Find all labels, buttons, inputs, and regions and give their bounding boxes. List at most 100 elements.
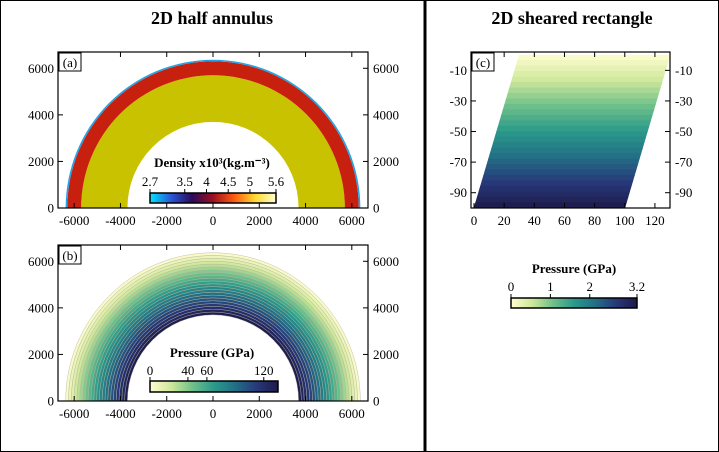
panel-b-pressure: -6000 -4000 -2000 0 2000 4000 6000 0 0 2000 2000 40… <box>28 244 399 421</box>
left-title: 2D half annulus <box>151 8 273 28</box>
pressure-band <box>513 65 668 72</box>
y-tick-label-right: 4000 <box>373 107 399 122</box>
colorbar <box>149 192 277 204</box>
panel-a-density: -6000 -4000 -2000 0 2000 4000 6000 0 0 2000 2000 40… <box>28 51 399 228</box>
x-tick-label: 0 <box>210 213 217 228</box>
colorbar-tick-label: 120 <box>254 363 274 378</box>
x-tick-label: 2000 <box>246 213 272 228</box>
pressure-band <box>505 92 660 100</box>
panel-label-box <box>58 52 82 72</box>
x-tick-label: 6000 <box>339 213 365 228</box>
y-tick-label-left: 4000 <box>28 300 54 315</box>
y-tick-label-left: -70 <box>450 155 467 170</box>
y-tick-label-right: -10 <box>675 63 692 78</box>
x-tick-label: 4000 <box>293 406 319 421</box>
y-tick-label-left: -90 <box>450 185 467 200</box>
y-tick-label-left: 6000 <box>28 61 54 76</box>
y-tick-label-right: -50 <box>675 124 692 139</box>
x-tick-label: 2000 <box>246 406 272 421</box>
colorbar-tick-label: 4 <box>203 174 210 189</box>
colorbar-label: Pressure (GPa) <box>170 345 254 360</box>
pressure-band <box>476 191 631 198</box>
x-tick-label: -6000 <box>59 406 89 421</box>
pressure-band <box>504 98 658 105</box>
x-tick-label: 4000 <box>293 213 319 228</box>
colorbar-tick-label: 3.2 <box>629 279 645 294</box>
pressure-band <box>499 114 653 121</box>
pressure-band <box>486 158 640 165</box>
y-tick-label-left: 2000 <box>28 154 54 169</box>
colorbar-label: Density x10³(kg.m⁻³) <box>154 155 270 170</box>
pressure-band <box>509 82 663 89</box>
colorbar-tick-label: 0 <box>508 279 515 294</box>
colorbar-tick-label: 40 <box>181 363 194 378</box>
pressure-band <box>488 153 642 160</box>
pressure-band <box>491 142 645 149</box>
density-layer-0 <box>81 75 345 209</box>
colorbar-tick-label: 2.7 <box>142 174 159 189</box>
pressure-band <box>475 196 629 203</box>
y-tick-label-right: -30 <box>675 93 692 108</box>
x-tick-label: -2000 <box>152 213 182 228</box>
x-tick-label: 80 <box>588 213 601 228</box>
pressure-band <box>492 136 647 143</box>
pressure-band <box>484 164 639 171</box>
pressure-band <box>496 125 650 132</box>
y-tick-label-right: 2000 <box>373 347 399 362</box>
x-tick-label: -2000 <box>152 406 182 421</box>
y-tick-label-right: -70 <box>675 155 692 170</box>
pressure-band <box>502 103 656 110</box>
colorbar <box>510 297 638 309</box>
colorbar-tick-label: 0 <box>147 363 154 378</box>
colorbar-tick-label: 5 <box>247 174 254 189</box>
y-tick-label-left: 6000 <box>28 254 54 269</box>
x-tick-label: -4000 <box>105 406 135 421</box>
pressure-band <box>497 120 652 127</box>
colorbar-label: Pressure (GPa) <box>532 261 616 276</box>
panel-label: (b) <box>62 248 77 263</box>
x-tick-label: 40 <box>528 213 541 228</box>
pressure-band <box>481 174 635 181</box>
panel-label: (c) <box>476 55 490 70</box>
pressure-band <box>480 180 634 187</box>
colorbar-tick-label: 2 <box>587 279 594 294</box>
x-tick-label: -6000 <box>59 213 89 228</box>
y-tick-label-left: 0 <box>48 394 55 409</box>
colorbar-tick-label: 5.6 <box>268 174 285 189</box>
panel-label-box <box>471 52 495 72</box>
panel-label-box <box>58 245 82 265</box>
pressure-band <box>510 76 664 83</box>
y-tick-label-left: -50 <box>450 124 467 139</box>
y-tick-label-right: 6000 <box>373 61 399 76</box>
colorbar-tick-label: 1 <box>547 279 554 294</box>
x-tick-label: 0 <box>210 406 217 421</box>
x-tick-label: 20 <box>498 213 511 228</box>
x-tick-label: 6000 <box>339 406 365 421</box>
y-tick-label-right: 2000 <box>373 154 399 169</box>
y-tick-label-right: 0 <box>373 394 380 409</box>
pressure-band <box>512 71 666 78</box>
colorbar-tick-label: 4.5 <box>220 174 236 189</box>
pressure-band <box>489 147 643 154</box>
pressure-band <box>478 185 632 192</box>
right-title: 2D sheared rectangle <box>491 8 652 28</box>
x-tick-label: 100 <box>615 213 635 228</box>
pressure-band <box>517 54 671 61</box>
plot-frame <box>470 51 671 209</box>
x-tick-label: 60 <box>558 213 571 228</box>
colorbar <box>149 380 279 393</box>
pressure-band <box>494 131 648 138</box>
pressure-band <box>501 109 655 116</box>
y-tick-label-left: -30 <box>450 93 467 108</box>
y-tick-label-right: 4000 <box>373 300 399 315</box>
colorbar-tick-label: 3.5 <box>177 174 193 189</box>
x-tick-label: 120 <box>645 213 665 228</box>
colorbar-tick-label: 60 <box>200 363 213 378</box>
y-tick-label-left: 0 <box>48 201 55 216</box>
pressure-band <box>515 60 669 67</box>
y-tick-label-left: 4000 <box>28 107 54 122</box>
panel-label: (a) <box>63 55 77 70</box>
pressure-band <box>473 202 627 209</box>
